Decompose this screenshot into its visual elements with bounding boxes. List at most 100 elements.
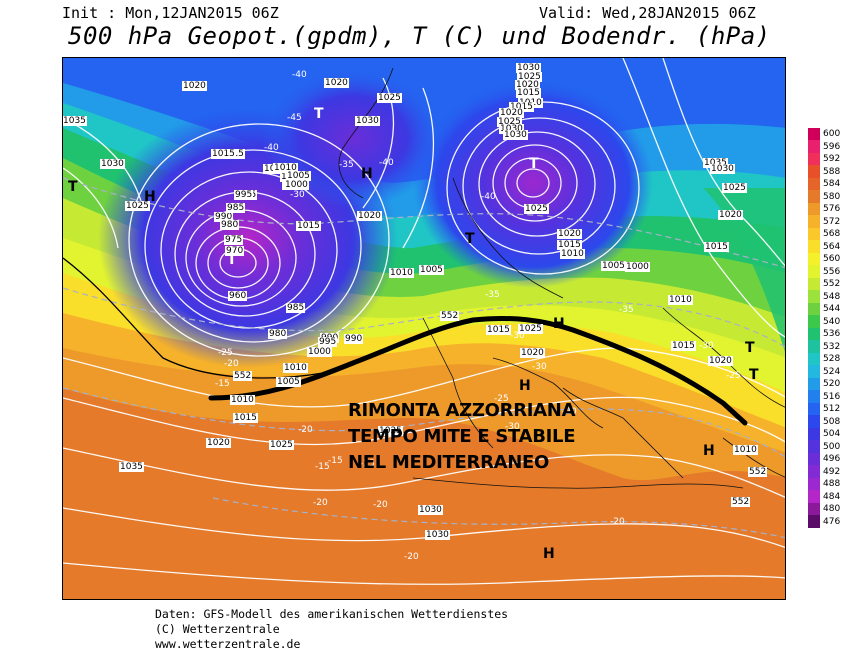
isobar-label: 1025 xyxy=(269,440,294,450)
low-pressure-marker: T xyxy=(529,156,539,172)
valid-time: Valid: Wed,28JAN2015 06Z xyxy=(539,4,756,22)
isobar-label: 1005 xyxy=(276,377,301,387)
legend-row: 576 xyxy=(808,202,841,216)
legend-swatch xyxy=(808,127,820,141)
legend-swatch xyxy=(808,502,820,516)
isobar-label: 980 xyxy=(268,329,288,339)
legend-row: 476 xyxy=(808,515,841,528)
isobar-label: 1010 xyxy=(668,295,693,305)
low-pressure-marker: T xyxy=(227,252,237,268)
legend-row: 512 xyxy=(808,402,840,416)
isobar-label: 1000 xyxy=(625,262,650,272)
legend-value: 508 xyxy=(823,416,841,427)
temperature-label: -30 xyxy=(532,362,547,372)
isobar-label: 1030 xyxy=(499,124,524,134)
temperature-label: -40 xyxy=(379,158,394,168)
isobar-label: 980 xyxy=(220,220,240,230)
temperature-label: -15 xyxy=(315,462,330,472)
legend-swatch xyxy=(808,390,820,403)
high-pressure-marker: H xyxy=(703,443,715,459)
legend-swatch xyxy=(808,352,820,366)
isobar-label: 1020 xyxy=(557,229,582,239)
legend-row: 588 xyxy=(808,165,841,178)
legend-swatch xyxy=(808,515,820,528)
legend-row: 488 xyxy=(808,477,841,491)
legend-value: 584 xyxy=(823,179,841,189)
footer-website: www.wetterzentrale.de xyxy=(155,637,301,651)
temperature-label: -35 xyxy=(485,290,500,300)
isobar-label: 1015 xyxy=(486,325,511,335)
footer-credits: Daten: GFS-Modell des amerikanischen Wet… xyxy=(155,607,508,652)
temperature-label: -20 xyxy=(373,500,388,510)
legend-value: 580 xyxy=(823,191,841,202)
isobar-label: 1015 xyxy=(671,341,696,351)
isobar-label: 1030 xyxy=(516,63,541,73)
legend-swatch xyxy=(808,302,820,316)
isobar-label: 1025 xyxy=(517,72,542,82)
geopotential-label: 552 xyxy=(731,497,751,507)
temperature-label: -40 xyxy=(481,192,496,202)
legend-swatch xyxy=(808,315,820,328)
legend-value: 560 xyxy=(823,254,841,264)
temperature-label: -25 xyxy=(360,459,375,469)
isobar-label: 1030 xyxy=(100,159,125,169)
legend-value: 484 xyxy=(823,491,841,502)
legend-value: 476 xyxy=(823,516,841,527)
map-title: 500 hPa Geopot.(gpdm), T (C) und Bodendr… xyxy=(68,22,771,50)
legend-swatch xyxy=(808,365,820,378)
legend-value: 540 xyxy=(823,316,841,327)
legend-swatch xyxy=(808,252,820,266)
legend-row: 508 xyxy=(808,415,841,428)
isobar-label: 1010 xyxy=(560,249,585,259)
legend-value: 504 xyxy=(823,429,841,439)
legend-swatch xyxy=(808,140,820,153)
temperature-label: -20 xyxy=(224,359,239,369)
legend-row: 516 xyxy=(808,390,841,403)
legend-value: 520 xyxy=(823,379,841,389)
annotation-line-2: TEMPO MITE E STABILE xyxy=(348,426,576,447)
isobar-label: 1015 xyxy=(233,413,258,423)
high-pressure-marker: H xyxy=(519,378,531,394)
temperature-label: -30 xyxy=(505,422,520,432)
temperature-label: -45 xyxy=(287,113,302,123)
legend-value: 592 xyxy=(823,154,841,164)
isobar-label: 985 xyxy=(286,303,306,313)
isobar-label: 995 xyxy=(234,190,254,200)
legend-swatch xyxy=(808,215,820,228)
legend-value: 488 xyxy=(823,479,841,489)
legend-value: 480 xyxy=(823,504,841,514)
low-pressure-marker: T xyxy=(749,367,759,383)
legend-row: 600 xyxy=(808,127,841,141)
isobar-label: 1010 xyxy=(283,363,308,373)
legend-value: 600 xyxy=(823,129,841,139)
annotation-text: RIMONTA AZZORRIANA TEMPO MITE E STABILE … xyxy=(348,398,576,476)
isobar-label: 1000 xyxy=(284,180,309,190)
legend-value: 516 xyxy=(823,391,841,402)
legend-value: 552 xyxy=(823,279,841,289)
legend-value: 576 xyxy=(823,204,841,214)
legend-row: 524 xyxy=(808,365,840,378)
temperature-label: -25 xyxy=(218,348,233,358)
legend-value: 588 xyxy=(823,166,841,177)
legend-row: 544 xyxy=(808,302,840,316)
legend-row: 572 xyxy=(808,215,840,228)
legend-row: 492 xyxy=(808,465,841,478)
high-pressure-marker: H xyxy=(361,166,373,182)
isobar-label: 1030 xyxy=(355,116,380,126)
legend-value: 596 xyxy=(823,141,841,152)
temperature-label: -35 xyxy=(619,305,634,315)
legend-value: 556 xyxy=(823,266,841,277)
legend-row: 556 xyxy=(808,265,841,278)
legend-row: 528 xyxy=(808,352,840,366)
isobar-label: 1025 xyxy=(518,324,543,334)
legend-swatch xyxy=(808,265,820,278)
temperature-label: -30 xyxy=(290,190,305,200)
isobar-label: 990 xyxy=(344,334,364,344)
legend-swatch xyxy=(808,402,820,416)
weather-map: 1035103010251020101510101005100099599098… xyxy=(62,57,786,600)
temperature-label: -35 xyxy=(339,160,354,170)
legend-value: 492 xyxy=(823,466,841,477)
isobar-label: 1020 xyxy=(357,211,382,221)
isobar-label: 1020 xyxy=(206,438,231,448)
high-pressure-marker: H xyxy=(144,189,156,205)
